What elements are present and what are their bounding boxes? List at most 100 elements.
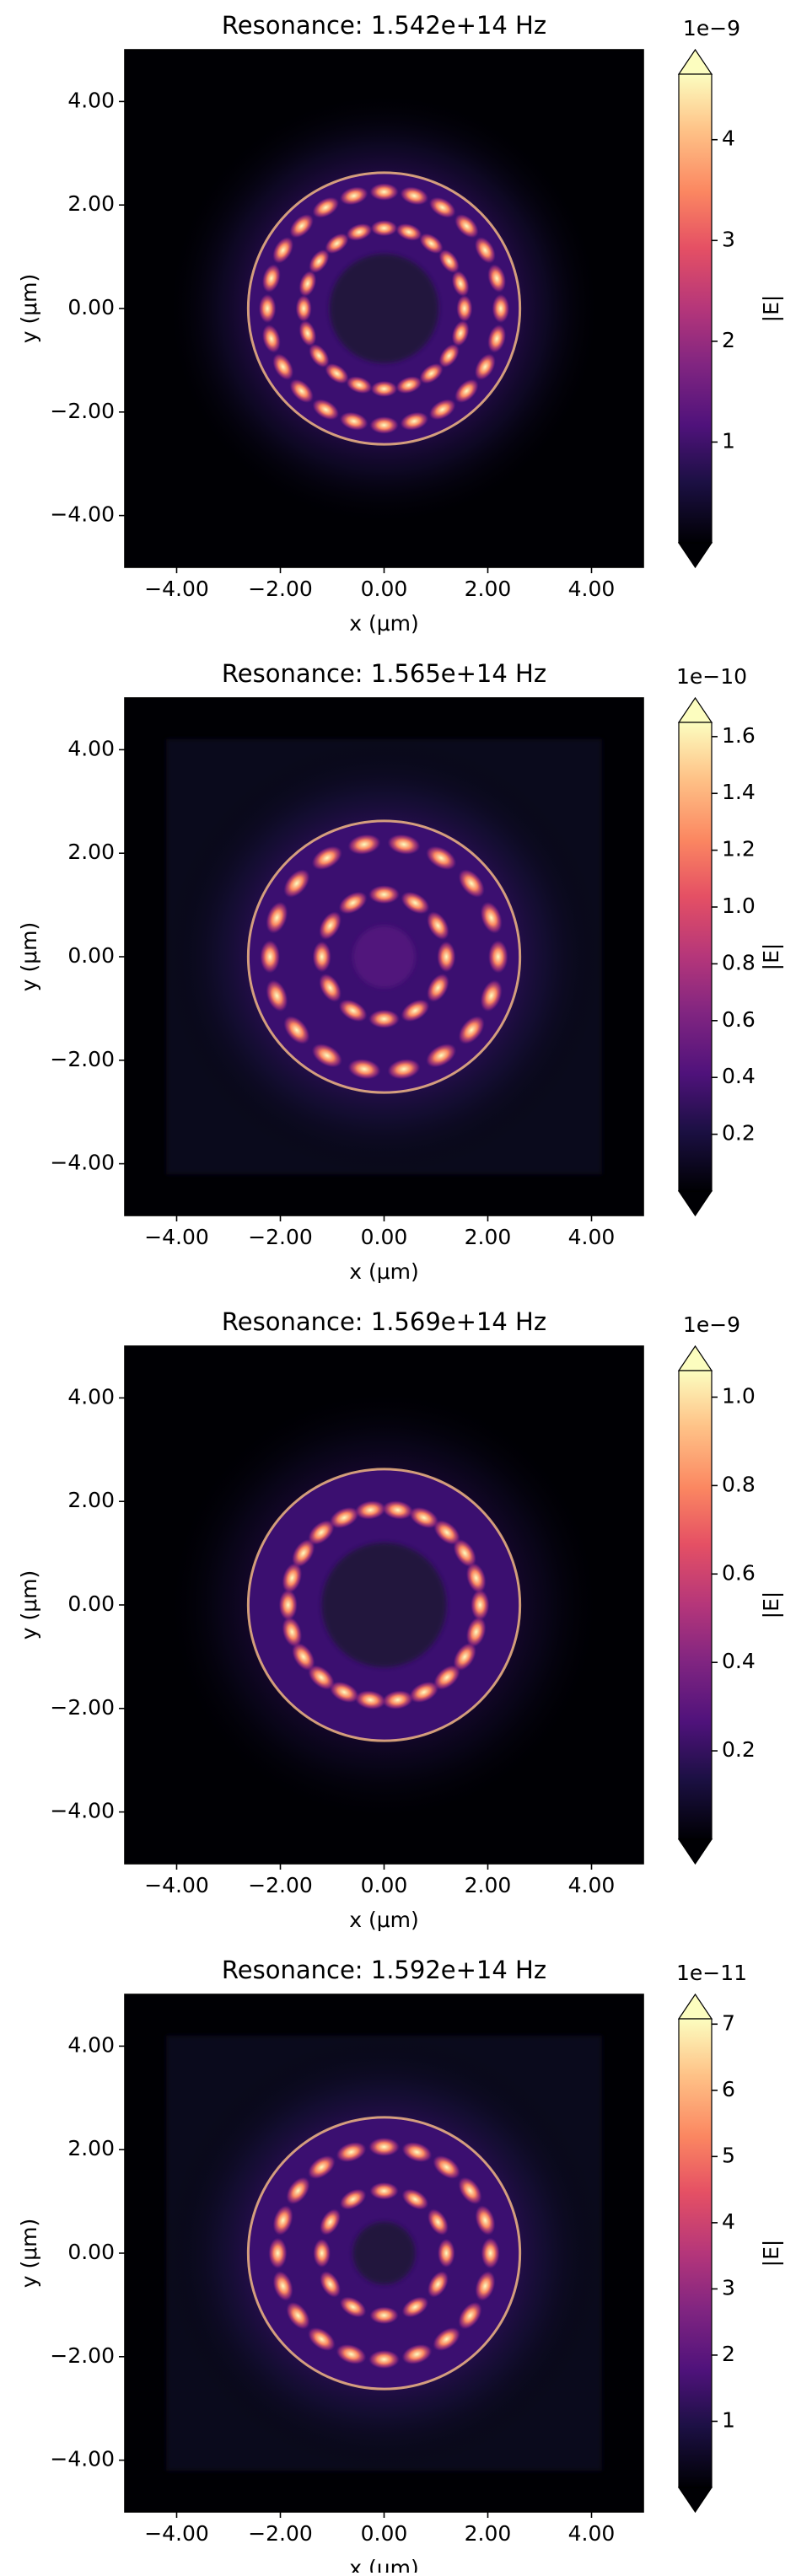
field-lobe: [339, 186, 368, 206]
field-lobe: [480, 901, 503, 934]
field-lobe: [474, 353, 496, 380]
field-lobe: [368, 2350, 400, 2369]
field-lobe: [308, 2326, 336, 2352]
x-tick-label: −2.00: [248, 1225, 313, 1249]
field-lobe: [401, 2343, 433, 2364]
colorbar-tick-label: 4: [722, 126, 735, 151]
x-tick-label: 2.00: [465, 1225, 512, 1249]
field-lobe: [382, 1500, 414, 1520]
field-lobe: [401, 891, 430, 915]
y-tick-label: −2.00: [50, 399, 115, 423]
x-tick-label: 2.00: [465, 1873, 512, 1897]
y-axis-label: y (μm): [17, 1570, 41, 1640]
field-lobe: [433, 2155, 460, 2180]
field-lobe: [347, 834, 381, 855]
field-image: [125, 698, 643, 1216]
field-lobe: [319, 911, 342, 941]
colorbar-extend-top: [677, 48, 713, 75]
field-lobe: [283, 1016, 310, 1044]
colorbar-tick-label: 0.4: [722, 1649, 756, 1673]
colorbar-tick-label: 1.4: [722, 780, 756, 804]
field-lobe: [311, 1043, 342, 1068]
field-lobe: [258, 293, 277, 324]
field-image: [125, 50, 643, 567]
field-lobe: [370, 220, 398, 237]
y-tick-label: −2.00: [50, 1047, 115, 1071]
colorbar-tick-label: 0.6: [722, 1560, 756, 1585]
field-lobe: [309, 343, 330, 368]
field-lobe: [339, 2188, 367, 2210]
colorbar-tick-label: 0.8: [722, 950, 756, 974]
field-lobe: [387, 834, 421, 855]
field-lobe: [427, 2208, 449, 2235]
colorbar-tick-label: 1.6: [722, 723, 756, 748]
field-lobe: [428, 196, 456, 218]
field-lobe: [354, 1500, 386, 1520]
field-lobe: [260, 940, 281, 974]
x-tick-label: 4.00: [568, 1873, 616, 1897]
colorbar-tick-label: 4: [722, 2209, 735, 2234]
colorbar-label: |E|: [759, 2240, 783, 2267]
colorbar-tick-label: 5: [722, 2143, 735, 2167]
field-lobe: [309, 249, 330, 274]
y-tick-label: −4.00: [50, 1151, 115, 1175]
colorbar: [678, 2018, 713, 2488]
chart-title: Resonance: 1.569e+14 Hz: [222, 1307, 546, 1336]
field-lobe: [427, 973, 449, 1002]
core: [321, 1543, 447, 1667]
field-lobe: [409, 1506, 439, 1529]
y-tick-label: 2.00: [67, 191, 115, 216]
field-lobe: [308, 2155, 336, 2180]
field-lobe: [329, 1506, 359, 1529]
field-lobe: [382, 1690, 414, 1709]
field-lobe: [336, 2142, 367, 2163]
y-tick-label: −4.00: [50, 1799, 115, 1823]
field-lobe: [308, 1665, 335, 1690]
field-lobe: [329, 1681, 359, 1704]
x-axis-label: x (μm): [349, 2556, 419, 2573]
y-axis-label: y (μm): [17, 274, 41, 344]
x-tick-label: 0.00: [361, 577, 408, 601]
field-lobe: [426, 845, 457, 871]
colorbar-tick-label: 0.2: [722, 1121, 756, 1146]
x-tick-label: −2.00: [248, 1873, 313, 1897]
field-lobe: [487, 264, 507, 293]
field-lobe: [369, 2306, 399, 2325]
chart-title: Resonance: 1.565e+14 Hz: [222, 659, 546, 688]
field-lobe: [313, 2238, 331, 2268]
field-lobe: [433, 2326, 460, 2352]
colorbar-tick-label: 2: [722, 328, 735, 352]
field-lobe: [311, 845, 342, 871]
x-tick-label: 0.00: [361, 1873, 408, 1897]
colorbar-tick-label: 7: [722, 2010, 735, 2035]
x-tick-label: 0.00: [361, 1225, 408, 1249]
colorbar-extend-top: [677, 1344, 713, 1371]
x-axis-label: x (μm): [349, 1259, 419, 1284]
field-lobe: [369, 416, 399, 434]
colorbar-tick-label: 6: [722, 2077, 735, 2101]
field-lobe: [354, 1690, 386, 1709]
field-lobe: [458, 869, 485, 898]
x-axis-label: x (μm): [349, 1908, 419, 1932]
x-tick-label: 2.00: [465, 577, 512, 601]
field-lobe: [312, 941, 331, 973]
colorbar-tick-label: 0.6: [722, 1007, 756, 1032]
chart-title: Resonance: 1.542e+14 Hz: [222, 11, 546, 40]
field-lobe: [346, 223, 373, 241]
panel: Resonance: 1.542e+14 Hz −4.00 −2.00 0.00 2.0…: [17, 11, 783, 636]
colorbar-extend-bottom: [677, 2487, 713, 2514]
field-lobe: [427, 911, 449, 941]
field-lobe: [437, 941, 456, 973]
x-tick-label: −4.00: [144, 1225, 209, 1249]
colorbar-label: |E|: [759, 295, 783, 323]
field-lobe: [292, 1538, 315, 1568]
colorbar-tick-label: 0.2: [722, 1737, 756, 1762]
field-lobe: [289, 213, 314, 239]
field-lobe: [465, 1562, 487, 1593]
chart-title: Resonance: 1.592e+14 Hz: [222, 1956, 546, 1984]
colorbar-offset-text: 1e−9: [683, 16, 740, 40]
y-tick-label: −4.00: [50, 502, 115, 527]
field-lobe: [433, 1665, 460, 1690]
y-tick-label: 4.00: [67, 88, 115, 112]
